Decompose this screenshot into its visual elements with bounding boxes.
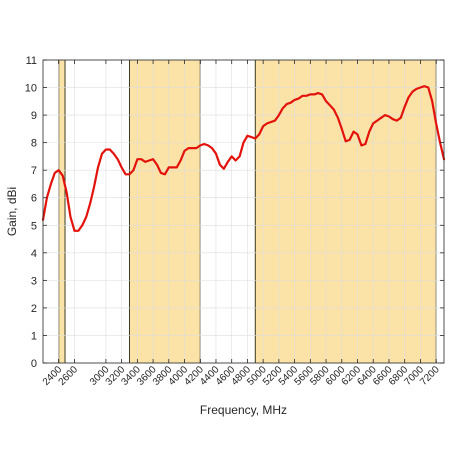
gain-line xyxy=(41,85,446,232)
y-tick-label: 1 xyxy=(31,330,37,342)
band-1 xyxy=(58,60,66,363)
y-axis-ticks: 0 1 2 3 4 5 6 7 8 9 10 11 xyxy=(25,55,444,370)
y-tick-label: 7 xyxy=(31,165,37,177)
y-tick-label: 2 xyxy=(31,303,37,315)
plot-frame xyxy=(42,59,445,364)
grid xyxy=(43,59,444,364)
y-tick-label: 11 xyxy=(26,55,37,67)
band-2 xyxy=(129,60,201,363)
y-tick-label: 4 xyxy=(31,248,37,260)
y-tick-label: 10 xyxy=(25,83,37,95)
y-tick-label: 3 xyxy=(31,275,37,287)
x-tick-label: 7200 xyxy=(418,364,442,388)
y-axis-title: Gain, dBi xyxy=(5,187,19,236)
band-3 xyxy=(255,60,437,363)
gain-series xyxy=(41,85,446,232)
y-tick-label: 6 xyxy=(31,193,37,205)
y-tick-label: 8 xyxy=(31,138,37,150)
x-tick-label: 2600 xyxy=(57,364,81,388)
y-tick-label: 0 xyxy=(31,358,37,370)
y-tick-label: 9 xyxy=(31,110,37,122)
x-axis-title: Frequency, MHz xyxy=(200,403,287,417)
y-tick-label: 5 xyxy=(31,220,37,232)
frequency-bands xyxy=(58,60,437,363)
